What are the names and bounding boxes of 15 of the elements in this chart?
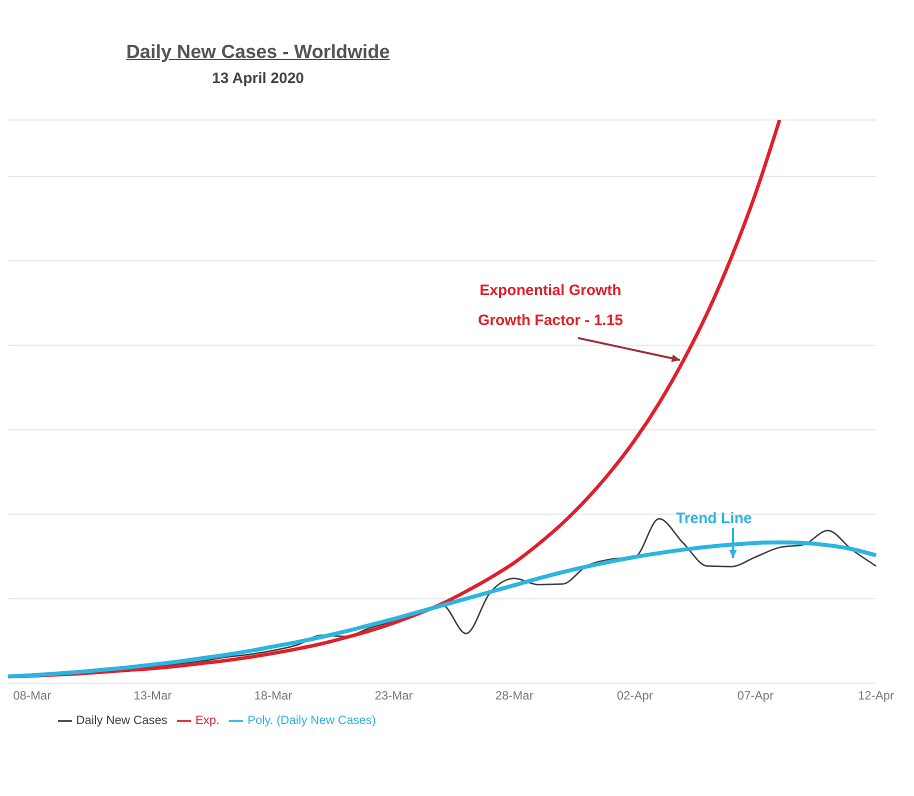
x-tick-label: 13-Mar — [134, 688, 172, 703]
chart-subtitle: 13 April 2020 — [211, 70, 305, 87]
chart-title: Daily New Cases - Worldwide — [125, 42, 391, 64]
annotation: Trend Line — [676, 509, 752, 529]
x-tick-label: 02-Apr — [616, 688, 653, 703]
x-tick-label: 18-Mar — [254, 688, 292, 703]
legend-label: Exp. — [195, 713, 220, 728]
x-tick-label: 28-Mar — [495, 688, 534, 703]
x-tick-label: 07-Apr — [737, 688, 774, 703]
legend-label: Poly. (Daily New Cases) — [247, 713, 376, 728]
x-tick-label: 12-Apr — [858, 688, 894, 703]
x-tick-label: 23-Mar — [374, 688, 413, 703]
annotation: Exponential Growth Growth Factor - 1.15 — [478, 281, 624, 331]
x-tick-label: 08-Mar — [13, 688, 52, 703]
legend-label: Daily New Cases — [76, 713, 168, 728]
